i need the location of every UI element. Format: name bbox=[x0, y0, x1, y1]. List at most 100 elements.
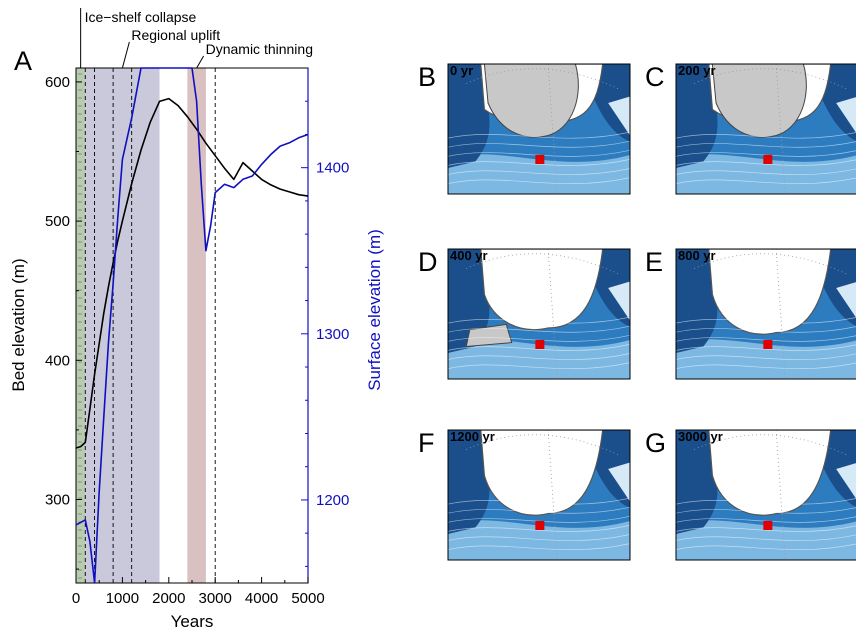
pale-region bbox=[608, 96, 630, 136]
contour-line bbox=[676, 516, 856, 523]
contour-line bbox=[676, 177, 856, 185]
dashed-event-lines bbox=[84, 68, 216, 583]
contour-line bbox=[448, 497, 630, 505]
deep-region-left bbox=[676, 64, 718, 168]
deep-region-left bbox=[676, 430, 718, 534]
map-panel-e: E 800 yr bbox=[645, 247, 856, 380]
contour-line bbox=[676, 159, 856, 166]
x-tick-label: 4000 bbox=[245, 590, 278, 607]
left-axis-label: Bed elevation (m) bbox=[9, 258, 28, 391]
map-time-label: 3000 yr bbox=[678, 429, 723, 444]
right-tick-label: 1300 bbox=[316, 326, 349, 343]
map-time-label: 800 yr bbox=[678, 248, 716, 263]
shelf-region bbox=[448, 154, 630, 194]
shaded-band-0 bbox=[76, 68, 86, 583]
shaded-band-1 bbox=[85, 68, 160, 583]
contour-line bbox=[448, 334, 630, 342]
map-image bbox=[448, 249, 630, 379]
series-lines bbox=[75, 67, 309, 584]
contour-line bbox=[448, 543, 630, 551]
map-time-label: 1200 yr bbox=[450, 429, 495, 444]
contour-line bbox=[448, 362, 630, 370]
left-tick-label: 300 bbox=[45, 491, 70, 508]
map-panels: B 0 yr C 200 yr D 400 yr E 800 yr F 1200 yr G 3000 … bbox=[418, 62, 856, 561]
contour-line bbox=[448, 316, 630, 324]
panel-letter-g: G bbox=[645, 428, 666, 458]
contour-line bbox=[676, 344, 856, 351]
left-tick-label: 600 bbox=[45, 74, 70, 91]
x-tick-label: 5000 bbox=[291, 590, 324, 607]
site-marker bbox=[763, 340, 773, 349]
contour-line bbox=[448, 515, 630, 523]
contour-line bbox=[676, 362, 856, 370]
map-image bbox=[448, 430, 630, 560]
shelf-region bbox=[448, 339, 630, 379]
contour-line bbox=[448, 344, 630, 351]
deep-region-left bbox=[448, 249, 490, 353]
deep-region-left bbox=[448, 430, 490, 534]
deep-region-left bbox=[676, 249, 718, 353]
contour-line bbox=[676, 335, 856, 342]
contour-line bbox=[448, 325, 630, 333]
panel-letter-d: D bbox=[418, 247, 438, 277]
x-tick-label: 2000 bbox=[152, 590, 185, 607]
x-tick-label: 0 bbox=[72, 590, 80, 607]
right-axis-label: Surface elevation (m) bbox=[365, 229, 384, 391]
ice-shelf-region bbox=[711, 64, 807, 138]
map-frame bbox=[675, 248, 856, 380]
contour-line bbox=[676, 534, 856, 541]
event-leader-line bbox=[196, 55, 205, 69]
contour-line bbox=[676, 150, 856, 157]
site-marker bbox=[763, 155, 773, 164]
map-panel-g: G 3000 yr bbox=[645, 428, 856, 561]
contour-line bbox=[448, 159, 630, 166]
right-axis-ticks: 1200 1300 1400 bbox=[301, 68, 349, 583]
ice-shelf-region bbox=[483, 64, 579, 138]
panel-letter-b: B bbox=[418, 62, 436, 92]
graticule-line bbox=[775, 64, 786, 194]
map-panel-f: F 1200 yr bbox=[418, 428, 631, 561]
map-image bbox=[448, 64, 630, 194]
map-image bbox=[676, 430, 856, 560]
x-axis-ticks: 0 1000 2000 3000 4000 5000 bbox=[72, 577, 325, 607]
map-frame bbox=[675, 63, 856, 195]
contour-line bbox=[676, 525, 856, 532]
pale-region bbox=[608, 281, 630, 321]
map-panel-b: B 0 yr bbox=[418, 62, 631, 195]
left-tick-label: 400 bbox=[45, 352, 70, 369]
event-leader-line bbox=[121, 41, 130, 69]
event-label: Ice−shelf collapse bbox=[85, 9, 197, 25]
map-time-label: 200 yr bbox=[678, 63, 716, 78]
right-tick-label: 1200 bbox=[316, 492, 349, 509]
contour-line bbox=[676, 507, 856, 514]
bed-elevation-line bbox=[75, 97, 309, 449]
contour-line bbox=[448, 177, 630, 185]
map-frame bbox=[447, 429, 631, 561]
x-axis-label: Years bbox=[171, 612, 214, 631]
event-label: Dynamic thinning bbox=[206, 41, 313, 57]
graticule-line bbox=[547, 64, 558, 194]
graticule-line bbox=[775, 430, 786, 560]
exposed-bed-region bbox=[480, 249, 604, 331]
left-axis-ticks: 300 400 500 600 bbox=[45, 74, 82, 570]
graticule-line bbox=[775, 249, 786, 379]
site-marker bbox=[535, 340, 545, 349]
map-panel-d: D 400 yr bbox=[418, 247, 631, 380]
map-time-label: 400 yr bbox=[450, 248, 488, 263]
site-marker bbox=[535, 521, 545, 530]
contour-line bbox=[448, 149, 630, 157]
event-annotations: Ice−shelf collapse Regional upliftDynamic… bbox=[80, 8, 313, 69]
pale-region bbox=[836, 97, 856, 133]
contour-line bbox=[676, 132, 856, 139]
contour-line bbox=[676, 317, 856, 324]
contour-line bbox=[448, 534, 630, 541]
contour-line bbox=[448, 131, 630, 139]
site-marker bbox=[535, 155, 545, 164]
panel-letter-f: F bbox=[418, 428, 435, 458]
exposed-bed-region bbox=[708, 249, 832, 335]
map-image bbox=[676, 64, 856, 194]
ice-shelf-region bbox=[465, 323, 513, 348]
site-marker bbox=[763, 521, 773, 530]
pale-region bbox=[836, 463, 856, 499]
